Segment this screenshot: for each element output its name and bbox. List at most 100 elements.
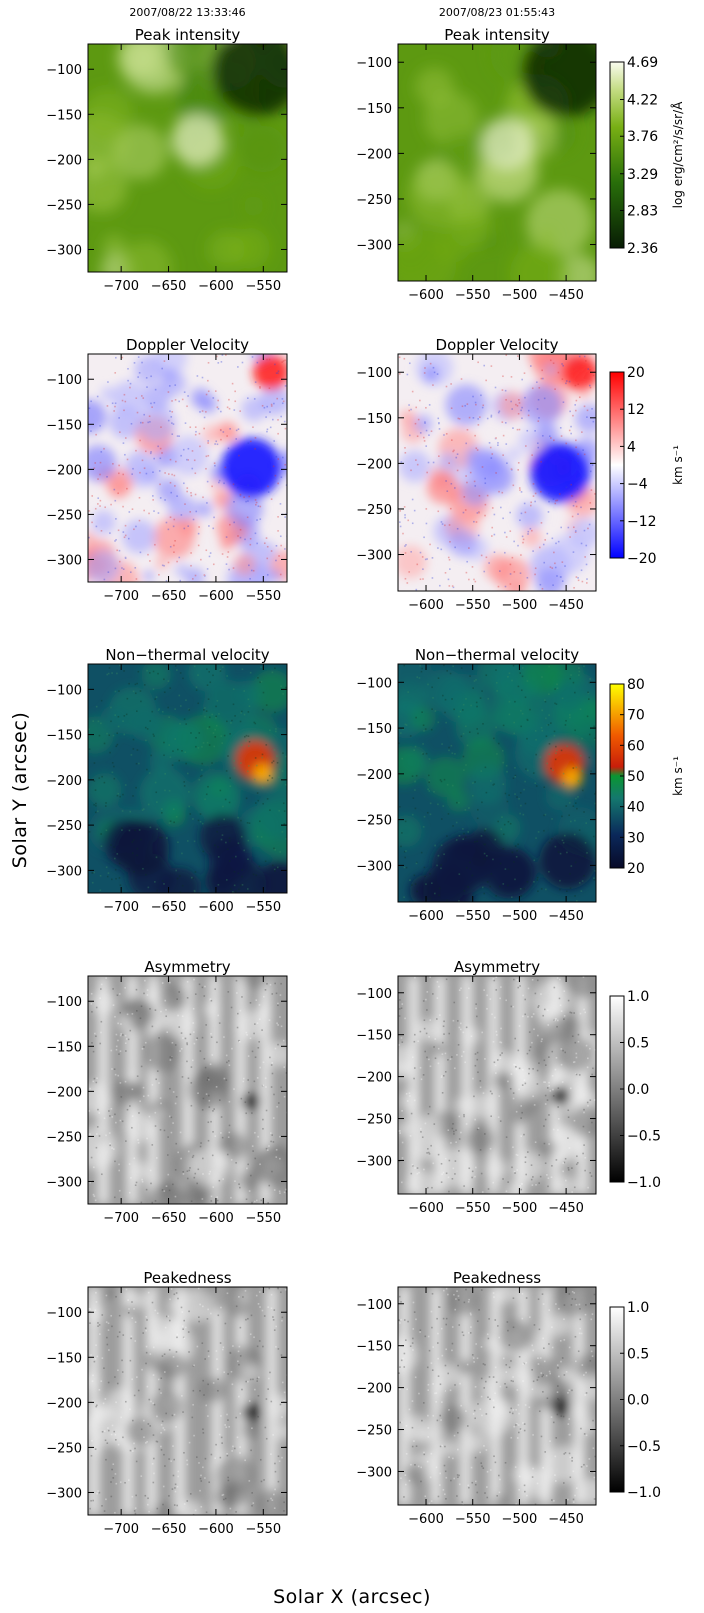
colorbar-r4: −1.0 −0.5 0.0 0.5 1.0 bbox=[609, 1300, 661, 1501]
colorbar-gradient bbox=[609, 371, 625, 559]
x-tick-label: −700 bbox=[103, 1522, 139, 1537]
x-tick-label: −600 bbox=[408, 598, 444, 613]
map-image bbox=[398, 44, 596, 281]
y-tick-label: −200 bbox=[356, 1382, 392, 1397]
x-tick-label: −500 bbox=[502, 1512, 538, 1527]
plot-frame bbox=[397, 975, 597, 1195]
y-tick-label: −250 bbox=[356, 1113, 392, 1128]
plot-frame bbox=[87, 1286, 288, 1516]
colorbar-tick-label: 60 bbox=[627, 738, 645, 754]
colorbar-tick-label: 4.69 bbox=[627, 55, 658, 71]
y-tick-label: −250 bbox=[356, 1424, 392, 1439]
y-tick-label: −250 bbox=[46, 1130, 82, 1145]
colorbar-tick-label: 4.22 bbox=[627, 93, 658, 109]
x-tick-label: −500 bbox=[502, 1201, 538, 1216]
x-tick-label: −600 bbox=[408, 1201, 444, 1216]
colorbar-tick-label: 3.29 bbox=[627, 167, 658, 183]
colorbar-tick-label: −1.0 bbox=[627, 1485, 661, 1501]
x-tick-label: −550 bbox=[245, 279, 281, 294]
colorbar-r1: −20 −12 −4 4 12 20 km s⁻¹ bbox=[609, 365, 685, 567]
y-tick-label: −200 bbox=[356, 1071, 392, 1086]
y-tick-label: −100 bbox=[356, 366, 392, 381]
map-panel-r0-c1: Peak intensity 2007/08/23 01:55:43 −600 −55… bbox=[356, 6, 597, 303]
y-tick-label: −100 bbox=[46, 373, 82, 388]
map-panel-r4-c1: Peakedness −600 −550 −500 −450 −100 −150 −200 −2… bbox=[356, 1269, 597, 1527]
map-panel-r0-c0: Peak intensity 2007/08/22 13:33:46 −700 −65… bbox=[46, 6, 288, 294]
panel-title: Peakedness bbox=[143, 1269, 231, 1287]
colorbar-unit-label: log erg/cm²/s/sr/Å bbox=[670, 101, 685, 209]
y-tick-label: −250 bbox=[46, 508, 82, 523]
colorbar-tick-label: 20 bbox=[627, 861, 645, 877]
y-tick-label: −200 bbox=[46, 463, 82, 478]
y-tick-label: −150 bbox=[46, 729, 82, 744]
y-tick-label: −200 bbox=[356, 147, 392, 162]
x-tick-label: −600 bbox=[198, 279, 234, 294]
colorbar-tick-label: 30 bbox=[627, 830, 645, 846]
map-panel-r3-c0: Asymmetry −700 −650 −600 −550 −100 −150 −200 −25… bbox=[46, 958, 288, 1226]
map-image bbox=[398, 354, 596, 591]
colorbar-gradient bbox=[609, 61, 625, 249]
map-panel-r1-c0: Doppler Velocity −700 −650 −600 −550 −100 −150… bbox=[46, 336, 288, 604]
colorbar-tick-label: 0.5 bbox=[627, 1036, 649, 1052]
panel-timestamp: 2007/08/22 13:33:46 bbox=[129, 6, 245, 19]
x-tick-label: −650 bbox=[151, 589, 187, 604]
y-tick-label: −150 bbox=[356, 102, 392, 117]
map-image bbox=[88, 1287, 287, 1515]
y-tick-label: −300 bbox=[46, 243, 82, 258]
y-tick-label: −100 bbox=[46, 683, 82, 698]
plot-frame bbox=[87, 975, 288, 1205]
panel-title: Asymmetry bbox=[454, 958, 540, 976]
y-tick-label: −250 bbox=[46, 819, 82, 834]
y-tick-label: −300 bbox=[46, 864, 82, 879]
y-tick-label: −100 bbox=[356, 56, 392, 71]
map-image bbox=[88, 976, 287, 1204]
plot-frame bbox=[87, 43, 288, 273]
x-tick-label: −600 bbox=[408, 1512, 444, 1527]
map-image bbox=[88, 354, 287, 582]
x-tick-label: −600 bbox=[198, 900, 234, 915]
colorbar-tick-label: 1.0 bbox=[627, 989, 649, 1005]
x-tick-label: −600 bbox=[198, 589, 234, 604]
colorbar-r3: −1.0 −0.5 0.0 0.5 1.0 bbox=[609, 989, 661, 1191]
y-axis-title: Solar Y (arcsec) bbox=[9, 712, 31, 868]
y-tick-label: −300 bbox=[356, 1465, 392, 1480]
x-tick-label: −550 bbox=[455, 598, 491, 613]
panel-title: Peak intensity bbox=[444, 26, 550, 44]
panel-title: Non−thermal velocity bbox=[105, 646, 269, 664]
x-tick-label: −500 bbox=[502, 598, 538, 613]
y-tick-label: −300 bbox=[356, 549, 392, 564]
x-tick-label: −600 bbox=[198, 1522, 234, 1537]
x-tick-label: −450 bbox=[548, 598, 584, 613]
y-tick-label: −100 bbox=[356, 987, 392, 1002]
y-tick-label: −150 bbox=[46, 108, 82, 123]
colorbar-unit-label: km s⁻¹ bbox=[671, 756, 685, 796]
colorbar-tick-label: 12 bbox=[627, 402, 645, 418]
y-tick-label: −100 bbox=[356, 1298, 392, 1313]
y-tick-label: −300 bbox=[356, 239, 392, 254]
y-tick-label: −250 bbox=[46, 1441, 82, 1456]
x-axis-title: Solar X (arcsec) bbox=[273, 1586, 431, 1608]
plot-frame bbox=[87, 353, 288, 583]
x-tick-label: −650 bbox=[151, 1211, 187, 1226]
x-tick-label: −650 bbox=[151, 900, 187, 915]
y-tick-label: −200 bbox=[46, 1396, 82, 1411]
y-tick-label: −200 bbox=[356, 457, 392, 472]
panel-title: Peakedness bbox=[453, 1269, 541, 1287]
colorbar-tick-label: 50 bbox=[627, 769, 645, 785]
colorbar-tick-label: 2.83 bbox=[627, 203, 658, 219]
y-tick-label: −150 bbox=[46, 1040, 82, 1055]
x-tick-label: −550 bbox=[245, 900, 281, 915]
colorbar-unit-label: km s⁻¹ bbox=[671, 445, 685, 485]
map-image bbox=[398, 976, 596, 1194]
y-tick-label: −200 bbox=[46, 153, 82, 168]
y-tick-label: −250 bbox=[356, 814, 392, 829]
map-panel-r2-c1: Non−thermal velocity −600 −550 −500 −450 −100… bbox=[356, 646, 597, 924]
x-tick-label: −550 bbox=[455, 1201, 491, 1216]
y-tick-label: −200 bbox=[46, 774, 82, 789]
plot-frame bbox=[397, 43, 597, 282]
y-tick-label: −150 bbox=[356, 1340, 392, 1355]
y-tick-label: −150 bbox=[356, 722, 392, 737]
colorbar-tick-label: −4 bbox=[627, 477, 648, 493]
plot-frame bbox=[87, 663, 288, 894]
